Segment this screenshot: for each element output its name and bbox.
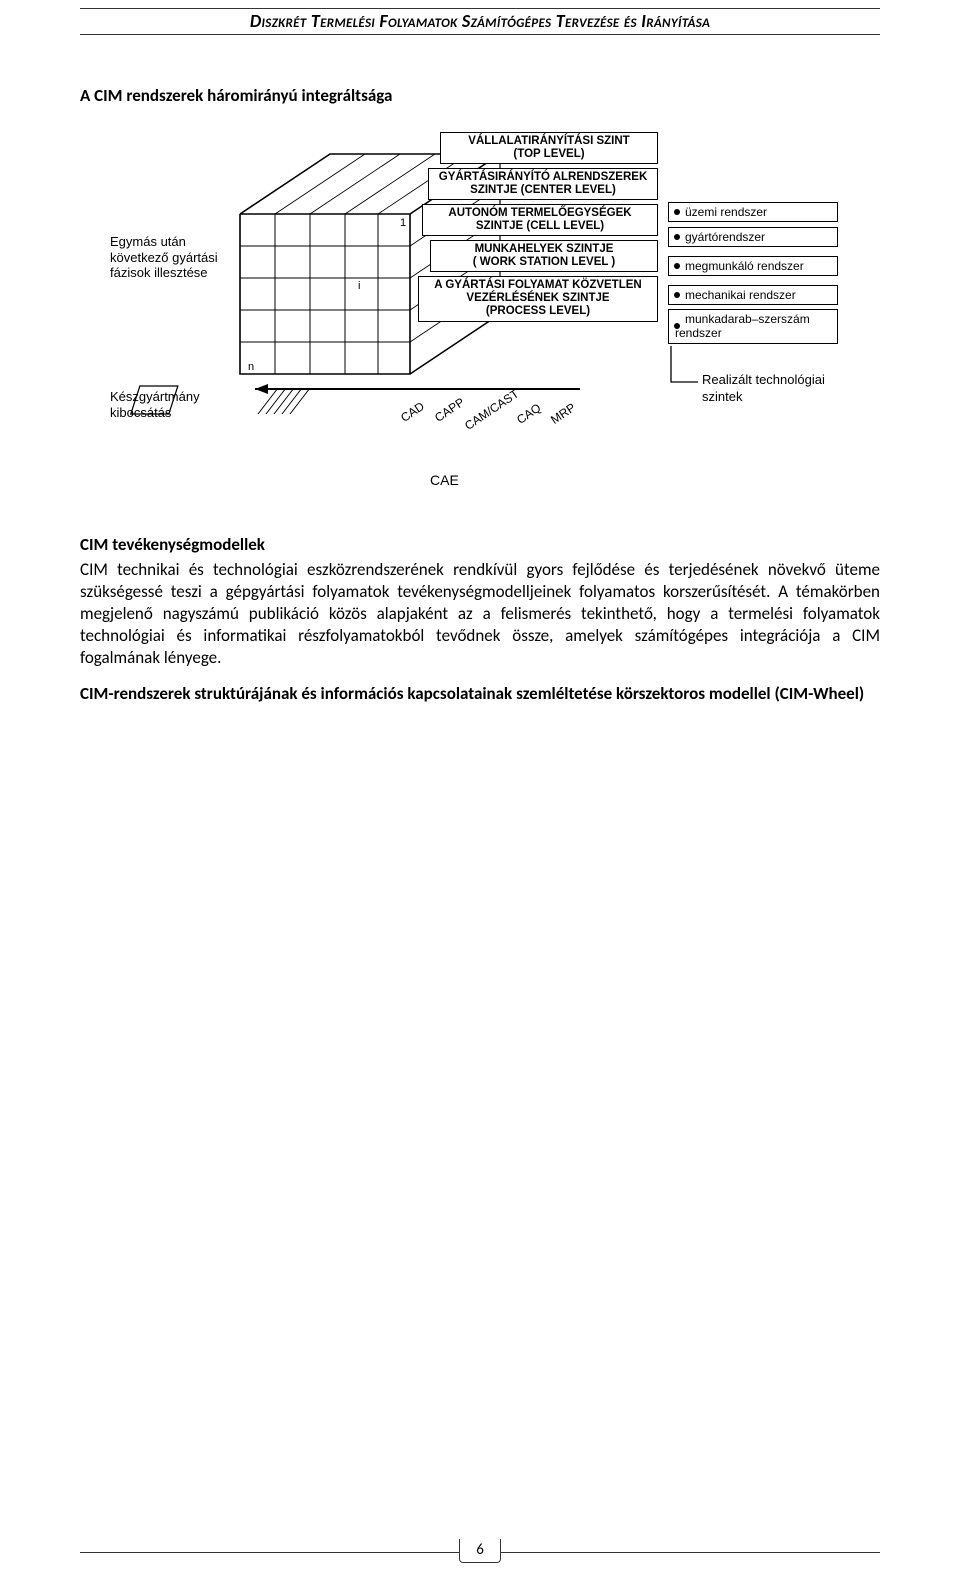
footer-rule-right: [500, 1552, 880, 1553]
figure-container: 1 i n Egymás után következő gyártási fáz…: [80, 124, 880, 504]
bullet-munkadarab: munkadarab–szerszám rendszer: [668, 309, 838, 344]
text: fázisok illesztése: [110, 265, 208, 280]
section-heading-2: CIM tevékenységmodellek: [80, 534, 880, 555]
text: (TOP LEVEL): [513, 148, 584, 160]
text: Realizált technológiai: [702, 372, 825, 387]
section-heading-1: A CIM rendszerek háromirányú integráltsá…: [80, 85, 880, 106]
text: AUTONÓM TERMELŐEGYSÉGEK: [448, 207, 631, 219]
text: SZINTJE (CELL LEVEL): [476, 220, 604, 232]
page-footer: 6: [0, 1540, 960, 1564]
text: üzemi rendszer: [685, 205, 767, 219]
bullet-megmunkalo: megmunkáló rendszer: [668, 256, 838, 276]
text: munkadarab–szerszám: [685, 312, 810, 326]
page-header-title: Diszkrét Termelési Folyamatok Számítógép…: [80, 9, 880, 34]
bullet-gyarto: gyártórendszer: [668, 227, 838, 247]
right-caption: Realizált technológiai szintek: [702, 372, 825, 406]
level-box-workstation: MUNKAHELYEK SZINTJE ( WORK STATION LEVEL…: [430, 240, 658, 272]
axis-cae: CAE: [430, 472, 459, 488]
svg-text:1: 1: [400, 217, 406, 229]
text: Készgyártmány: [110, 389, 200, 404]
section-subheading-cimwheel: CIM-rendszerek struktúrájának és informá…: [80, 683, 880, 704]
text: Egymás után: [110, 234, 186, 249]
level-box-process: A GYÁRTÁSI FOLYAMAT KÖZVETLEN VEZÉRLÉSÉN…: [418, 276, 658, 322]
text: rendszer: [675, 326, 722, 340]
text: VÁLLALATIRÁNYÍTÁSI SZINT: [468, 135, 629, 147]
page-number: 6: [459, 1539, 501, 1563]
text: A GYÁRTÁSI FOLYAMAT KÖZVETLEN: [434, 279, 641, 291]
text: GYÁRTÁSIRÁNYÍTÓ ALRENDSZEREK: [439, 171, 648, 183]
text: (PROCESS LEVEL): [486, 305, 590, 317]
text: következő gyártási: [110, 250, 218, 265]
level-box-center: GYÁRTÁSIRÁNYÍTÓ ALRENDSZEREK SZINTJE (CE…: [428, 168, 658, 200]
left-label-phases: Egymás után következő gyártási fázisok i…: [110, 234, 240, 281]
text: mechanikai rendszer: [685, 288, 796, 302]
text: ( WORK STATION LEVEL ): [473, 256, 615, 268]
text: kibocsátás: [110, 405, 171, 420]
svg-text:n: n: [248, 361, 254, 373]
text: SZINTJE (CENTER LEVEL): [470, 184, 616, 196]
footer-rule-left: [80, 1552, 460, 1553]
left-label-output: Készgyártmány kibocsátás: [110, 389, 230, 420]
bullet-uzemi: üzemi rendszer: [668, 202, 838, 222]
text: gyártórendszer: [685, 230, 765, 244]
text: megmunkáló rendszer: [685, 259, 804, 273]
header-rule-bottom: [80, 34, 880, 35]
body-paragraph-1: CIM technikai és technológiai eszközrend…: [80, 559, 880, 669]
level-box-cell: AUTONÓM TERMELŐEGYSÉGEK SZINTJE (CELL LE…: [422, 204, 658, 236]
text: szintek: [702, 389, 742, 404]
svg-text:i: i: [358, 280, 360, 292]
bullet-mechanikai: mechanikai rendszer: [668, 285, 838, 305]
text: MUNKAHELYEK SZINTJE: [475, 243, 614, 255]
cim-3d-diagram: 1 i n Egymás után következő gyártási fáz…: [110, 124, 850, 504]
text: VEZÉRLÉSÉNEK SZINTJE: [466, 292, 609, 304]
level-box-top: VÁLLALATIRÁNYÍTÁSI SZINT (TOP LEVEL): [440, 132, 658, 164]
